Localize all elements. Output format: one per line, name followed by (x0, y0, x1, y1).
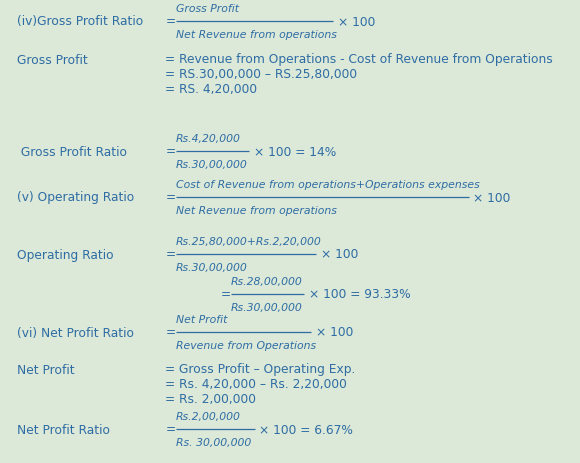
Text: (v) Operating Ratio: (v) Operating Ratio (17, 191, 135, 204)
Text: =: = (165, 145, 175, 158)
Text: Rs.30,00,000: Rs.30,00,000 (176, 263, 248, 273)
Text: Rs. 30,00,000: Rs. 30,00,000 (176, 438, 251, 447)
Text: Rs.30,00,000: Rs.30,00,000 (176, 160, 248, 170)
Text: =: = (165, 191, 175, 204)
Text: Rs.30,00,000: Rs.30,00,000 (231, 303, 303, 313)
Text: Gross Profit: Gross Profit (176, 4, 239, 13)
Text: Rs.25,80,000+Rs.2,20,000: Rs.25,80,000+Rs.2,20,000 (176, 236, 321, 246)
Text: = Rs. 4,20,000 – Rs. 2,20,000: = Rs. 4,20,000 – Rs. 2,20,000 (165, 377, 347, 390)
Text: Rs.4,20,000: Rs.4,20,000 (176, 133, 241, 144)
Text: =: = (165, 15, 175, 28)
Text: (iv)Gross Profit Ratio: (iv)Gross Profit Ratio (17, 15, 144, 28)
Text: Rs.2,00,000: Rs.2,00,000 (176, 411, 241, 421)
Text: × 100: × 100 (316, 326, 353, 339)
Text: = RS. 4,20,000: = RS. 4,20,000 (165, 82, 258, 95)
Text: Cost of Revenue from operations+Operations expenses: Cost of Revenue from operations+Operatio… (176, 179, 480, 189)
Text: Net Profit: Net Profit (176, 314, 227, 324)
Text: × 100: × 100 (338, 15, 375, 28)
Text: =: = (165, 326, 175, 339)
Text: = Gross Profit – Operating Exp.: = Gross Profit – Operating Exp. (165, 363, 356, 375)
Text: = Revenue from Operations - Cost of Revenue from Operations: = Revenue from Operations - Cost of Reve… (165, 53, 553, 66)
Text: (vi) Net Profit Ratio: (vi) Net Profit Ratio (17, 326, 135, 339)
Text: × 100 = 93.33%: × 100 = 93.33% (309, 288, 410, 301)
Text: Net Revenue from operations: Net Revenue from operations (176, 30, 336, 40)
Text: = RS.30,00,000 – RS.25,80,000: = RS.30,00,000 – RS.25,80,000 (165, 68, 357, 81)
Text: Operating Ratio: Operating Ratio (17, 248, 114, 261)
Text: Revenue from Operations: Revenue from Operations (176, 341, 316, 350)
Text: = Rs. 2,00,000: = Rs. 2,00,000 (165, 392, 256, 405)
Text: Net Profit: Net Profit (17, 363, 75, 375)
Text: × 100: × 100 (473, 191, 510, 204)
Text: Rs.28,00,000: Rs.28,00,000 (231, 276, 303, 286)
Text: =: = (165, 248, 175, 261)
Text: Gross Profit: Gross Profit (17, 53, 88, 66)
Text: Net Revenue from operations: Net Revenue from operations (176, 206, 336, 216)
Text: Net Profit Ratio: Net Profit Ratio (17, 423, 110, 436)
Text: =: = (220, 288, 230, 301)
Text: Gross Profit Ratio: Gross Profit Ratio (17, 145, 128, 158)
Text: × 100 = 14%: × 100 = 14% (253, 145, 336, 158)
Text: × 100: × 100 (321, 248, 358, 261)
Text: =: = (165, 423, 175, 436)
Text: × 100 = 6.67%: × 100 = 6.67% (259, 423, 353, 436)
